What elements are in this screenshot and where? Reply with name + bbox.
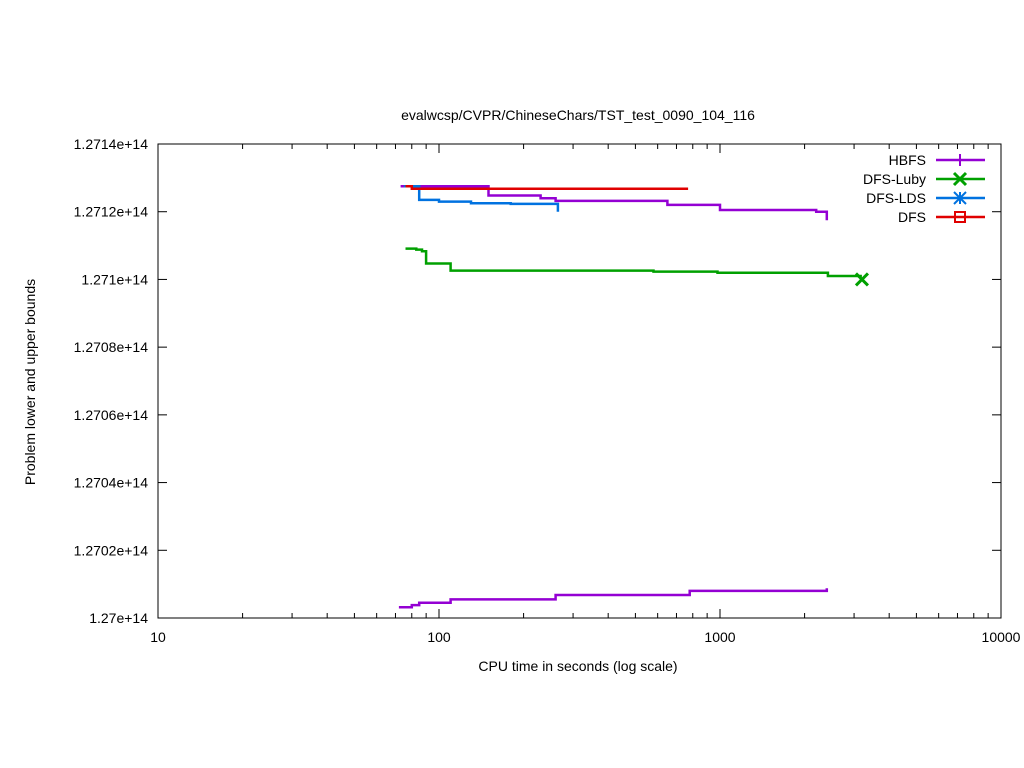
legend-label-dfs-lds: DFS-LDS <box>866 190 926 206</box>
y-tick-label: 1.2714e+14 <box>74 136 149 152</box>
y-tick-label: 1.2706e+14 <box>74 407 149 423</box>
x-tick-label: 10 <box>150 629 166 645</box>
y-axis-label: Problem lower and upper bounds <box>22 279 38 485</box>
legend-marker-dfs <box>954 211 966 223</box>
y-tick-label: 1.2702e+14 <box>74 542 149 558</box>
x-axis-label: CPU time in seconds (log scale) <box>478 658 677 674</box>
series-marker-dfs-luby <box>854 272 870 287</box>
series-line-hbfs <box>400 185 829 221</box>
x-tick-label: 100 <box>427 629 451 645</box>
chart-title: evalwcsp/CVPR/ChineseChars/TST_test_0090… <box>401 107 755 123</box>
y-tick-label: 1.27e+14 <box>89 610 148 626</box>
legend-label-dfs-luby: DFS-Luby <box>863 171 926 187</box>
y-tick-label: 1.271e+14 <box>81 271 148 287</box>
series-line-dfs <box>405 185 689 190</box>
y-tick-label: 1.2708e+14 <box>74 339 149 355</box>
legend-label-dfs: DFS <box>898 209 926 225</box>
y-tick-label: 1.2704e+14 <box>74 475 149 491</box>
series-line-dfs-luby <box>405 247 862 278</box>
legend-marker-hbfs <box>954 154 966 166</box>
legend-marker-dfs-lds <box>953 191 967 205</box>
y-tick-label: 1.2712e+14 <box>74 204 149 220</box>
legend-marker-dfs-luby <box>952 171 968 187</box>
series-line-dfs-lds <box>403 185 560 212</box>
plot-area-border <box>157 143 1002 619</box>
series-line-hbfs <box>398 588 829 609</box>
x-tick-label: 1000 <box>704 629 735 645</box>
legend-label-hbfs: HBFS <box>889 152 926 168</box>
x-tick-label: 10000 <box>982 629 1021 645</box>
